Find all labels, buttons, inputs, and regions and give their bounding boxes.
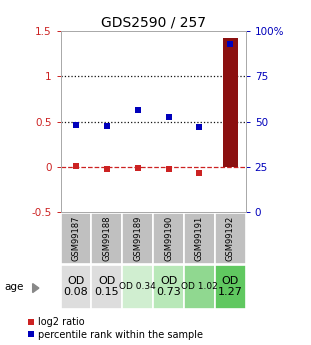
Bar <box>61 265 91 309</box>
Text: age: age <box>5 282 24 292</box>
Legend: log2 ratio, percentile rank within the sample: log2 ratio, percentile rank within the s… <box>27 317 203 339</box>
Bar <box>153 213 184 264</box>
Bar <box>215 265 246 309</box>
Text: OD
1.27: OD 1.27 <box>218 276 243 297</box>
Text: OD
0.15: OD 0.15 <box>95 276 119 297</box>
Bar <box>91 213 122 264</box>
Text: GSM99189: GSM99189 <box>133 216 142 261</box>
Bar <box>215 213 246 264</box>
Bar <box>91 265 122 309</box>
Bar <box>153 265 184 309</box>
Bar <box>184 265 215 309</box>
Bar <box>61 213 91 264</box>
Text: OD
0.08: OD 0.08 <box>64 276 88 297</box>
Title: GDS2590 / 257: GDS2590 / 257 <box>101 16 206 30</box>
Bar <box>223 38 238 167</box>
Polygon shape <box>33 284 39 293</box>
Bar <box>184 213 215 264</box>
Text: OD 1.02: OD 1.02 <box>181 282 218 291</box>
Text: GSM99191: GSM99191 <box>195 216 204 261</box>
Text: OD
0.73: OD 0.73 <box>156 276 181 297</box>
Text: GSM99190: GSM99190 <box>164 216 173 261</box>
Bar <box>122 213 153 264</box>
Text: GSM99187: GSM99187 <box>72 216 81 261</box>
Text: OD 0.34: OD 0.34 <box>119 282 156 291</box>
Text: GSM99188: GSM99188 <box>102 216 111 261</box>
Bar <box>122 265 153 309</box>
Text: GSM99192: GSM99192 <box>226 216 235 261</box>
